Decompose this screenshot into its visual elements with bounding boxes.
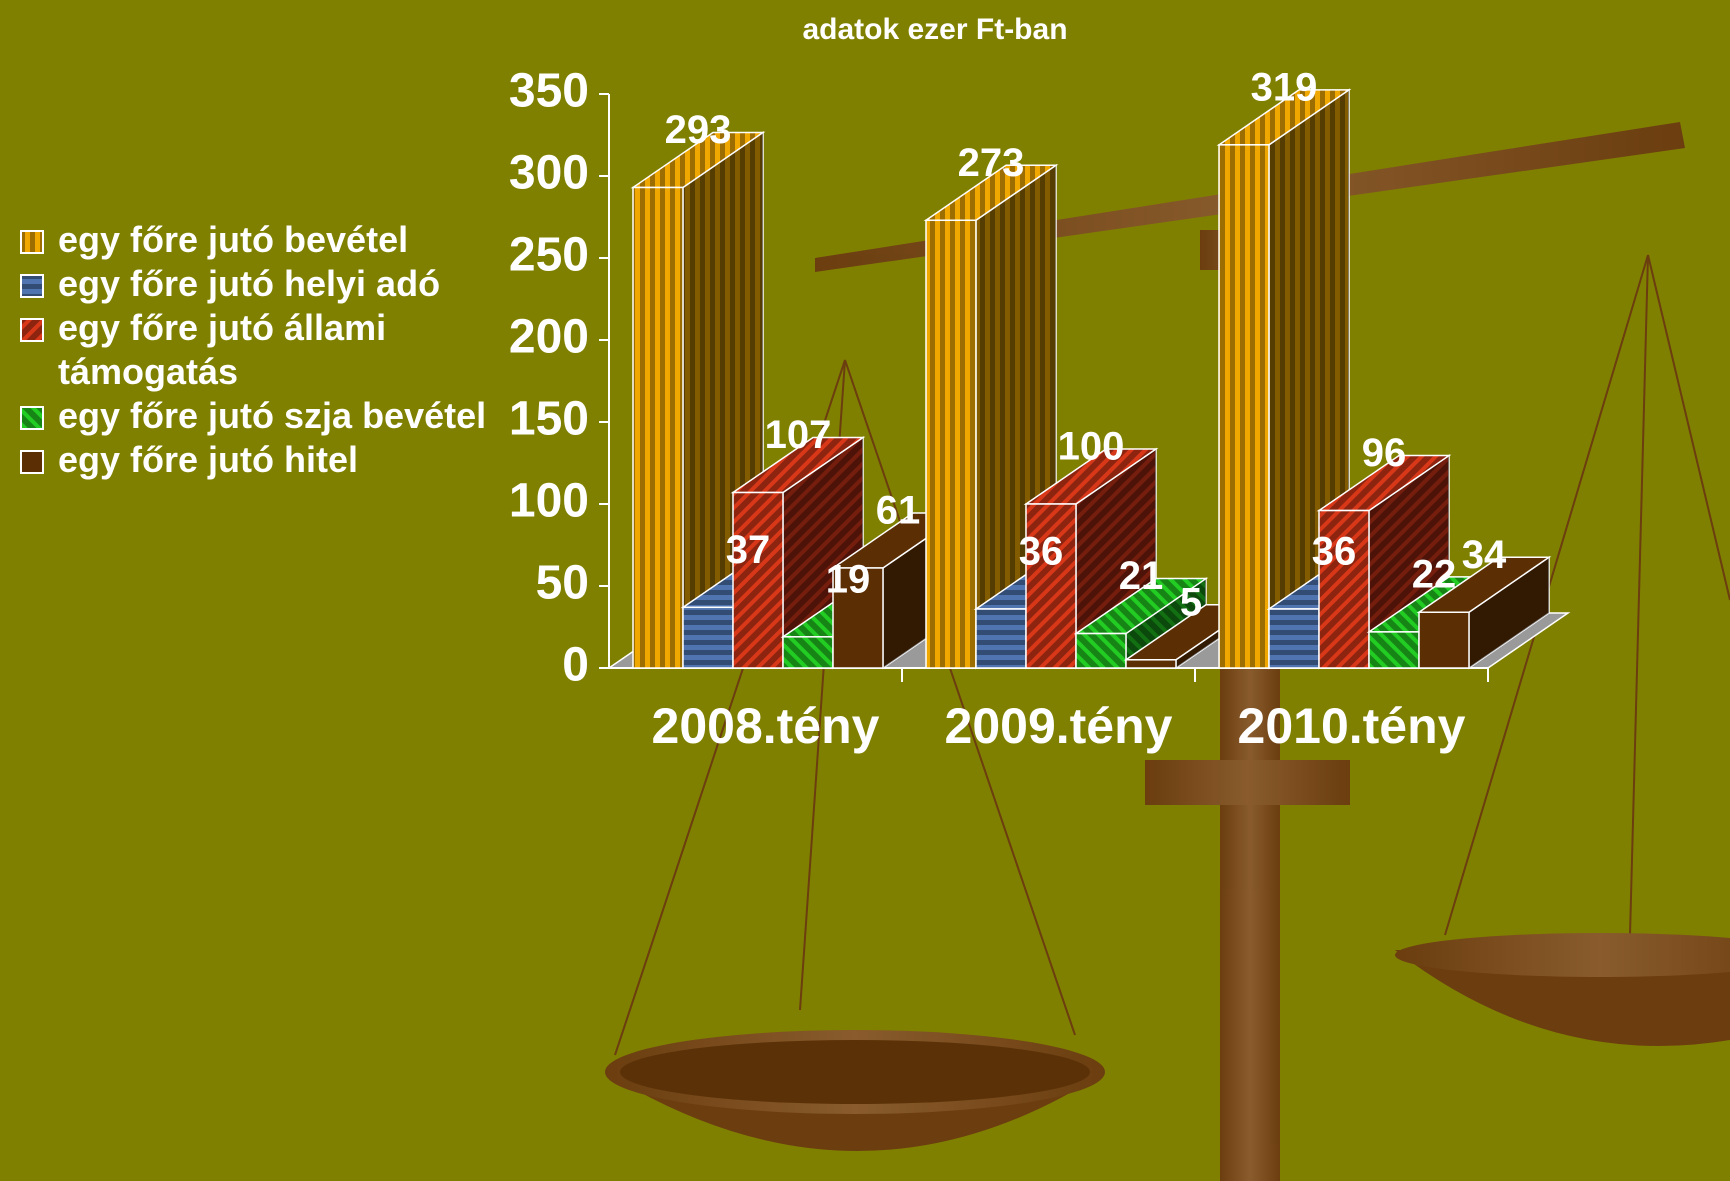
x-tick-label: 2009.tény [945, 698, 1173, 754]
legend-label: egy főre jutó hitel [58, 439, 359, 480]
value-label: 319 [1251, 65, 1318, 109]
legend-label: egy főre jutó bevétel [58, 219, 409, 260]
value-label: 34 [1462, 533, 1507, 577]
legend-swatch [20, 318, 44, 342]
bar [832, 567, 884, 669]
legend-swatch [20, 450, 44, 474]
chart-title: adatok ezer Ft-ban [802, 13, 1068, 46]
legend-swatch [20, 406, 44, 430]
value-label: 21 [1119, 554, 1164, 598]
value-label: 22 [1412, 552, 1457, 596]
bar [1368, 631, 1420, 669]
legend-entry: egy főre jutó helyi adó [20, 262, 490, 306]
bar [782, 636, 834, 669]
legend-label: egy főre jutó állami támogatás [58, 307, 387, 392]
bar [1418, 611, 1470, 669]
bar-3d [1316, 454, 1452, 670]
legend-marker [20, 230, 44, 254]
bar-3d [1416, 555, 1552, 670]
value-label: 5 [1180, 580, 1202, 624]
bar [632, 186, 684, 669]
value-label: 36 [1019, 530, 1064, 574]
legend-marker [20, 274, 44, 298]
value-label: 61 [876, 489, 921, 533]
value-label: 36 [1312, 530, 1357, 574]
legend-entry: egy főre jutó állami támogatás [20, 306, 490, 394]
bar [925, 219, 977, 669]
value-label: 19 [826, 557, 871, 601]
value-label: 107 [765, 413, 832, 457]
legend-entry: egy főre jutó bevétel [20, 218, 490, 262]
legend-marker [20, 406, 44, 430]
x-tick-label: 2010.tény [1238, 698, 1466, 754]
legend-entry: egy főre jutó hitel [20, 438, 490, 482]
y-tick-label: 100 [509, 475, 589, 528]
bar [1075, 632, 1127, 669]
value-label: 96 [1362, 431, 1407, 475]
y-tick-label: 150 [509, 393, 589, 446]
value-label: 37 [726, 528, 771, 572]
legend-swatch [20, 230, 44, 254]
legend-marker [20, 450, 44, 474]
legend-entry: egy főre jutó szja bevétel [20, 394, 490, 438]
bar-3d [1216, 88, 1352, 670]
y-tick-label: 200 [509, 311, 589, 364]
y-tick-label: 50 [536, 557, 589, 610]
x-tick-label: 2008.tény [652, 698, 880, 754]
y-tick-label: 350 [509, 65, 589, 118]
bar [1025, 503, 1077, 669]
y-tick-label: 300 [509, 147, 589, 200]
bar [1318, 509, 1370, 669]
bar [1125, 659, 1177, 669]
value-label: 100 [1058, 425, 1125, 469]
bar [975, 608, 1027, 669]
value-label: 273 [958, 141, 1025, 185]
bar [682, 606, 734, 669]
bar-side-shade [1469, 557, 1549, 668]
y-tick-label: 250 [509, 229, 589, 282]
legend: egy főre jutó bevétel egy főre jutó helyi… [20, 218, 490, 482]
value-label: 293 [665, 108, 732, 152]
legend-label: egy főre jutó szja bevétel [58, 395, 487, 436]
y-tick-label: 0 [562, 639, 589, 692]
legend-marker [20, 318, 44, 342]
bar [732, 491, 784, 669]
legend-label: egy főre jutó helyi adó [58, 263, 441, 304]
legend-swatch [20, 274, 44, 298]
bar [1268, 608, 1320, 669]
bar [1218, 144, 1270, 669]
